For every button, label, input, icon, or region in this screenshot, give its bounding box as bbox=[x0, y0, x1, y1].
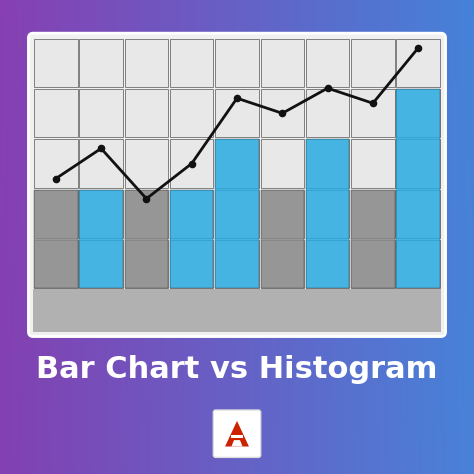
Point bbox=[279, 109, 286, 117]
Bar bbox=[80, 190, 123, 288]
Bar bbox=[351, 89, 394, 137]
Bar bbox=[125, 39, 168, 87]
Bar bbox=[261, 89, 304, 137]
Bar bbox=[351, 240, 394, 288]
Bar bbox=[170, 89, 213, 137]
Bar bbox=[125, 240, 168, 288]
Bar bbox=[396, 39, 440, 87]
Bar bbox=[351, 190, 394, 238]
Bar bbox=[80, 89, 123, 137]
Bar bbox=[306, 190, 349, 238]
Polygon shape bbox=[231, 440, 243, 447]
Bar bbox=[170, 139, 213, 188]
Polygon shape bbox=[225, 421, 249, 447]
Bar bbox=[80, 190, 123, 238]
Bar bbox=[306, 139, 349, 188]
Bar bbox=[34, 190, 78, 238]
Bar bbox=[34, 89, 78, 137]
Bar bbox=[215, 39, 259, 87]
Point bbox=[188, 160, 195, 167]
Bar bbox=[80, 139, 123, 188]
Bar bbox=[351, 139, 394, 188]
Bar bbox=[261, 190, 304, 288]
Bar bbox=[80, 39, 123, 87]
Bar bbox=[215, 139, 259, 288]
Bar bbox=[215, 89, 259, 137]
Text: Bar Chart vs Histogram: Bar Chart vs Histogram bbox=[36, 355, 438, 384]
Bar bbox=[125, 190, 168, 288]
Bar bbox=[34, 240, 78, 288]
Bar bbox=[125, 190, 168, 238]
Bar bbox=[396, 89, 440, 137]
Bar bbox=[125, 89, 168, 137]
Bar bbox=[261, 39, 304, 87]
Bar bbox=[34, 139, 78, 188]
Bar bbox=[170, 190, 213, 288]
Bar bbox=[396, 89, 440, 288]
Bar bbox=[351, 39, 394, 87]
Bar bbox=[125, 139, 168, 188]
Point bbox=[233, 94, 241, 102]
Bar bbox=[231, 435, 243, 438]
Bar bbox=[215, 139, 259, 188]
Bar bbox=[215, 240, 259, 288]
Point bbox=[97, 145, 105, 152]
FancyBboxPatch shape bbox=[213, 410, 261, 457]
Bar bbox=[261, 139, 304, 188]
Point bbox=[369, 100, 377, 107]
Bar bbox=[306, 39, 349, 87]
Bar bbox=[261, 190, 304, 238]
Bar bbox=[215, 190, 259, 238]
Point bbox=[324, 84, 331, 92]
Bar bbox=[33, 289, 441, 332]
Bar bbox=[396, 240, 440, 288]
Bar bbox=[80, 240, 123, 288]
Point bbox=[414, 44, 422, 52]
Bar bbox=[170, 240, 213, 288]
Bar bbox=[306, 139, 349, 288]
FancyBboxPatch shape bbox=[28, 33, 446, 337]
Bar bbox=[34, 190, 78, 288]
Bar bbox=[261, 240, 304, 288]
Bar bbox=[34, 39, 78, 87]
Bar bbox=[396, 190, 440, 238]
Bar bbox=[306, 240, 349, 288]
Bar bbox=[396, 139, 440, 188]
Point bbox=[52, 175, 60, 182]
Bar bbox=[170, 39, 213, 87]
Point bbox=[143, 195, 150, 202]
Bar bbox=[351, 190, 394, 288]
Bar bbox=[170, 190, 213, 238]
Bar bbox=[306, 89, 349, 137]
